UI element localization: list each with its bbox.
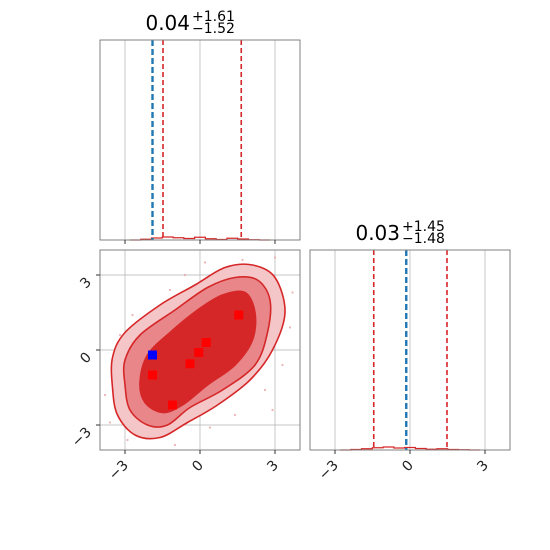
- outlier-point: [263, 388, 267, 392]
- outlier-point: [281, 363, 284, 367]
- mode-marker: [194, 348, 204, 357]
- outlier-point: [183, 273, 187, 277]
- title-median: 0.04: [145, 11, 190, 35]
- x-tick-label: 0: [189, 458, 207, 476]
- outlier-point: [118, 333, 122, 337]
- outlier-point: [271, 408, 274, 412]
- outlier-point: [126, 438, 129, 442]
- outlier-point: [241, 258, 244, 262]
- mode-marker: [185, 359, 195, 369]
- outlier-point: [173, 443, 177, 447]
- mode-marker: [148, 370, 157, 380]
- mode-marker: [168, 400, 177, 410]
- y-tick-label: −3: [69, 425, 95, 451]
- x-tick-label: 3: [474, 458, 492, 476]
- outlier-point: [291, 291, 294, 294]
- outlier-point: [273, 256, 277, 259]
- outlier-point: [131, 313, 134, 317]
- title-plus: +1.45: [402, 219, 445, 235]
- outlier-point: [233, 413, 237, 417]
- title-plus: +1.61: [192, 9, 235, 25]
- x-tick-label: 0: [399, 458, 417, 476]
- y-tick-label: 0: [77, 350, 95, 368]
- mode-marker: [234, 310, 244, 320]
- panel-title: 0.03 +1.45−1.48: [355, 219, 444, 247]
- outlier-point: [203, 261, 207, 264]
- x-tick-label: 3: [264, 458, 282, 476]
- joint-content: [103, 256, 294, 447]
- outlier-point: [168, 288, 172, 292]
- x-tick-label: −3: [106, 458, 132, 484]
- outlier-point: [108, 421, 112, 424]
- panel-title: 0.04 +1.61−1.52: [145, 9, 234, 37]
- title-median: 0.03: [355, 221, 400, 245]
- x-tick-label: −3: [316, 458, 342, 484]
- truth-marker: [148, 350, 157, 360]
- title-minus: −1.48: [402, 231, 445, 247]
- outlier-point: [288, 326, 292, 329]
- y-tick-label: 3: [77, 275, 95, 293]
- title-minus: −1.52: [192, 21, 235, 37]
- mode-marker: [201, 338, 211, 347]
- outlier-point: [208, 426, 212, 429]
- outlier-point: [103, 393, 107, 397]
